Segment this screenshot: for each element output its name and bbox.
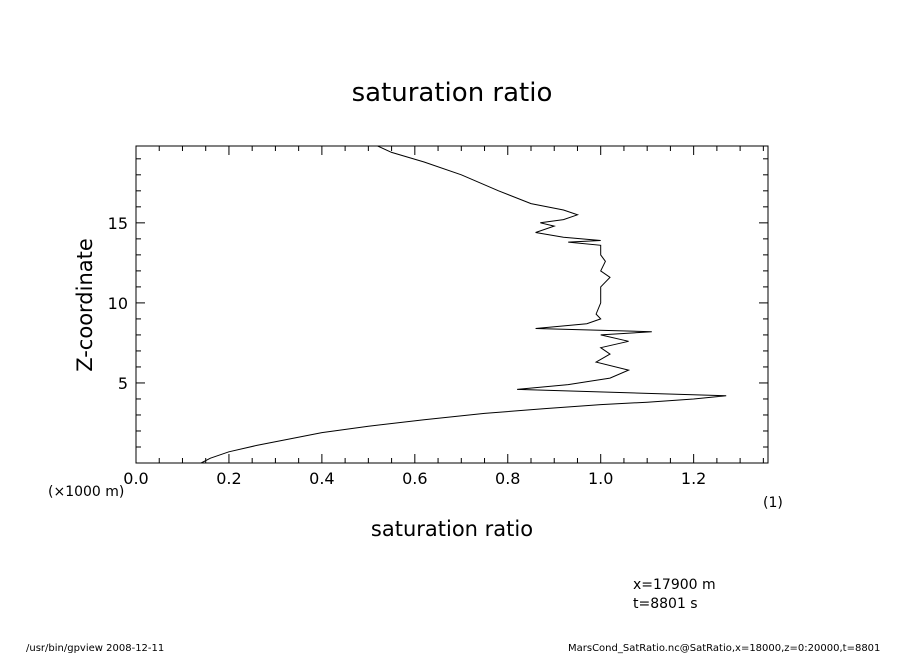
- chart-title: saturation ratio: [352, 78, 553, 108]
- x-tick-label: 0.8: [495, 469, 520, 488]
- y-tick-label: 5: [118, 374, 128, 393]
- y-axis-label: Z-coordinate: [73, 238, 97, 372]
- x-tick-label: 1.0: [588, 469, 613, 488]
- x-tick-label: 0.6: [402, 469, 427, 488]
- y-unit-label: (×1000 m): [48, 484, 124, 500]
- x-position-annotation: x=17900 m: [633, 577, 716, 593]
- y-tick-label: 10: [108, 294, 128, 313]
- footer-left: /usr/bin/gpview 2008-12-11: [26, 643, 164, 654]
- series-line: [200, 145, 727, 464]
- axis-ticks: [135, 146, 768, 463]
- x-tick-label: 0.2: [216, 469, 241, 488]
- y-tick-labels: 5 10 15: [108, 214, 128, 393]
- y-tick-label: 15: [108, 214, 128, 233]
- time-annotation: t=8801 s: [633, 596, 698, 612]
- x-tick-labels: 0.0 0.2 0.4 0.6 0.8 1.0 1.2: [123, 469, 706, 488]
- footer-right: MarsCond_SatRatio.nc@SatRatio,x=18000,z=…: [568, 643, 880, 654]
- x-unit-label: (1): [763, 495, 783, 511]
- plot-frame: [135, 145, 769, 464]
- x-tick-label: 0.4: [309, 469, 334, 488]
- x-tick-label: 0.0: [123, 469, 148, 488]
- plot-area: [135, 145, 769, 464]
- x-tick-label: 1.2: [681, 469, 706, 488]
- x-axis-label: saturation ratio: [371, 517, 533, 541]
